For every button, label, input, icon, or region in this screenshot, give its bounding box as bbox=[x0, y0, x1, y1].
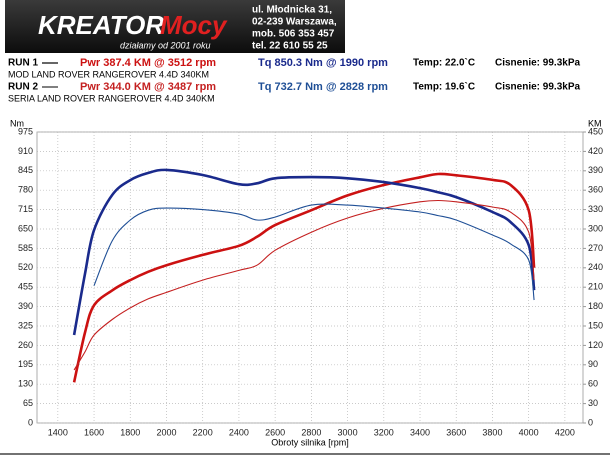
curve bbox=[72, 172, 536, 383]
x-tick-label: 1800 bbox=[120, 427, 140, 437]
y2-tick-label: 30 bbox=[588, 398, 598, 408]
x-tick-label: 2600 bbox=[265, 427, 285, 437]
y2-tick-label: 450 bbox=[588, 126, 603, 136]
logo-main: KREATOR bbox=[38, 10, 164, 40]
run-pressure: Cisnenie: 99.3kPa bbox=[495, 82, 580, 93]
y-tick-label: 585 bbox=[18, 243, 33, 253]
address-line: 02-239 Warszawa, bbox=[252, 17, 337, 28]
y2-tick-label: 60 bbox=[588, 379, 598, 389]
slogan: działamy od 2001 roku bbox=[120, 40, 211, 50]
address: ul. Młodnicka 31, 02-239 Warszawa, mob. … bbox=[252, 5, 337, 52]
run-pressure: Cisnenie: 99.3kPa bbox=[495, 58, 580, 69]
legend-torque: Tq 850.3 Nm @ 1990 rpm bbox=[258, 57, 388, 69]
x-tick-label: 3200 bbox=[374, 427, 394, 437]
y-tick-label: 390 bbox=[18, 301, 33, 311]
y2-tick-label: 420 bbox=[588, 146, 603, 156]
y2-tick-label: 240 bbox=[588, 262, 603, 272]
y2-axis-label: KM bbox=[588, 118, 602, 128]
y2-tick-label: 270 bbox=[588, 243, 603, 253]
run-temp: Temp: 19.6`C bbox=[413, 82, 475, 93]
logo-accent: Mocy bbox=[160, 10, 228, 40]
y2-tick-label: 0 bbox=[588, 417, 593, 427]
y2-tick-label: 330 bbox=[588, 204, 603, 214]
x-tick-label: 4200 bbox=[555, 427, 575, 437]
y2-tick-label: 120 bbox=[588, 340, 603, 350]
y-tick-label: 65 bbox=[23, 398, 33, 408]
y-axis-label: Nm bbox=[10, 118, 24, 128]
y-tick-label: 780 bbox=[18, 185, 33, 195]
y-tick-label: 0 bbox=[28, 417, 33, 427]
run-label: RUN 2 bbox=[8, 82, 38, 93]
x-tick-label: 2200 bbox=[193, 427, 213, 437]
address-line: tel. 22 610 55 25 bbox=[252, 41, 328, 52]
y2-tick-label: 180 bbox=[588, 301, 603, 311]
address-line: ul. Młodnicka 31, bbox=[252, 5, 332, 16]
x-axis-label: Obroty silnika [rpm] bbox=[271, 437, 349, 447]
y-tick-label: 910 bbox=[18, 146, 33, 156]
x-tick-label: 3400 bbox=[410, 427, 430, 437]
y-tick-label: 260 bbox=[18, 340, 33, 350]
y2-tick-label: 300 bbox=[588, 223, 603, 233]
y2-tick-label: 90 bbox=[588, 359, 598, 369]
y2-tick-label: 210 bbox=[588, 282, 603, 292]
y-tick-label: 650 bbox=[18, 223, 33, 233]
plot-frame bbox=[36, 131, 584, 424]
y-tick-label: 130 bbox=[18, 379, 33, 389]
header-box bbox=[5, 0, 345, 53]
x-tick-label: 1600 bbox=[84, 427, 104, 437]
x-tick-label: 1400 bbox=[48, 427, 68, 437]
x-tick-label: 3000 bbox=[338, 427, 358, 437]
x-tick-label: 4000 bbox=[519, 427, 539, 437]
x-tick-label: 3800 bbox=[482, 427, 502, 437]
y-tick-label: 715 bbox=[18, 204, 33, 214]
y-tick-label: 845 bbox=[18, 165, 33, 175]
legend-power: Pwr 387.4 KM @ 3512 rpm bbox=[80, 57, 216, 69]
x-tick-label: 2000 bbox=[156, 427, 176, 437]
y2-tick-label: 360 bbox=[588, 185, 603, 195]
address-line: mob. 506 353 457 bbox=[252, 29, 335, 40]
y2-tick-label: 150 bbox=[588, 320, 603, 330]
legend-torque: Tq 732.7 Nm @ 2828 rpm bbox=[258, 81, 388, 93]
y-tick-label: 520 bbox=[18, 262, 33, 272]
run-temp: Temp: 22.0`C bbox=[413, 58, 475, 69]
y2-tick-label: 390 bbox=[588, 165, 603, 175]
x-tick-label: 3600 bbox=[446, 427, 466, 437]
y-tick-label: 455 bbox=[18, 282, 33, 292]
run-description: MOD LAND ROVER RANGEROVER 4.4D 340KM bbox=[8, 69, 209, 79]
curve bbox=[73, 199, 535, 371]
x-tick-label: 2400 bbox=[229, 427, 249, 437]
curve bbox=[93, 203, 535, 301]
y-tick-label: 325 bbox=[18, 320, 33, 330]
run-description: SERIA LAND ROVER RANGEROVER 4.4D 340KM bbox=[8, 93, 215, 103]
curve bbox=[72, 168, 536, 336]
legend-power: Pwr 344.0 KM @ 3487 rpm bbox=[80, 81, 216, 93]
y-tick-label: 195 bbox=[18, 359, 33, 369]
y-tick-label: 975 bbox=[18, 126, 33, 136]
x-tick-label: 2800 bbox=[301, 427, 321, 437]
run-label: RUN 1 bbox=[8, 58, 38, 69]
